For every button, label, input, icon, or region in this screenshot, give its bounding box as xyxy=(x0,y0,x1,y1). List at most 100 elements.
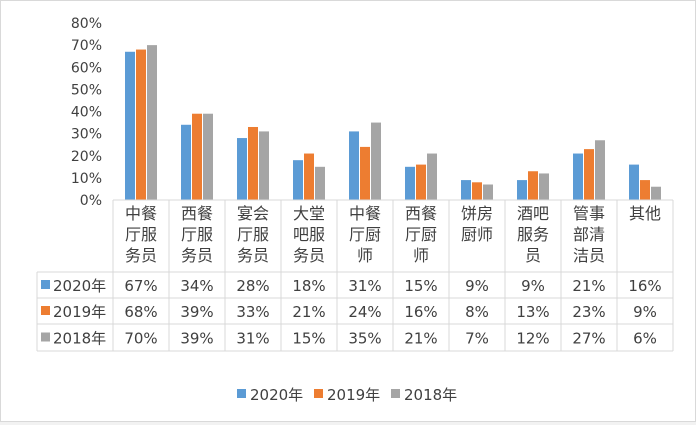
category-label: 厅厨 xyxy=(349,225,381,244)
table-cell-value: 33% xyxy=(236,303,269,321)
category-label: 吧服 xyxy=(293,225,325,244)
y-tick-label: 60% xyxy=(71,60,102,76)
category-label: 宴会 xyxy=(237,204,269,223)
bar-2018年-3 xyxy=(315,166,325,200)
bar-2019年-5 xyxy=(416,164,426,200)
table-cell-value: 34% xyxy=(180,277,213,295)
category-label: 厅服 xyxy=(181,225,213,244)
bar-2018年-6 xyxy=(483,184,493,200)
bar-2019年-4 xyxy=(360,146,370,200)
bar-2020年-0 xyxy=(125,51,135,201)
bar-2020年-3 xyxy=(293,160,303,200)
bar-2020年-5 xyxy=(405,166,415,200)
table-cell-value: 68% xyxy=(124,303,157,321)
category-label: 中餐 xyxy=(125,204,157,223)
y-tick-label: 20% xyxy=(71,149,102,165)
category-label: 饼房 xyxy=(461,204,493,223)
table-cell-value: 9% xyxy=(521,277,545,295)
table-cell-value: 35% xyxy=(348,330,381,348)
category-label: 其他 xyxy=(629,204,661,223)
bar-2018年-0 xyxy=(147,45,157,200)
legend-key-2019年 xyxy=(314,389,323,398)
bar-2019年-3 xyxy=(304,153,314,200)
bar-2018年-1 xyxy=(203,113,213,200)
table-cell-value: 15% xyxy=(404,277,437,295)
category-label: 员 xyxy=(525,246,541,265)
bar-2020年-6 xyxy=(461,180,471,200)
bar-2019年-7 xyxy=(528,171,538,200)
category-label: 师 xyxy=(357,246,373,265)
bar-2019年-6 xyxy=(472,182,482,200)
table-cell-value: 15% xyxy=(292,330,325,348)
bar-2019年-9 xyxy=(640,180,650,200)
table-cell-value: 9% xyxy=(633,303,657,321)
table-cell-value: 21% xyxy=(404,330,437,348)
table-cell-value: 9% xyxy=(465,277,489,295)
bar-2020年-8 xyxy=(573,153,583,200)
legend-label: 2018年 xyxy=(404,386,457,404)
bar-2020年-9 xyxy=(629,164,639,200)
bar-2019年-8 xyxy=(584,149,594,200)
table-cell-value: 23% xyxy=(572,303,605,321)
y-tick-label: 70% xyxy=(71,38,102,54)
category-label: 管事 xyxy=(573,204,605,223)
table-cell-value: 31% xyxy=(348,277,381,295)
table-cell-value: 16% xyxy=(628,277,661,295)
bar-2019年-1 xyxy=(192,113,202,200)
category-label: 务员 xyxy=(181,246,213,265)
y-tick-label: 10% xyxy=(71,171,102,187)
table-cell-value: 28% xyxy=(236,277,269,295)
table-cell-value: 70% xyxy=(124,330,157,348)
table-cell-value: 39% xyxy=(180,330,213,348)
bar-2018年-5 xyxy=(427,153,437,200)
table-cell-value: 67% xyxy=(124,277,157,295)
category-label: 洁员 xyxy=(573,246,605,265)
y-tick-label: 40% xyxy=(71,105,102,121)
table-series-name: 2020年 xyxy=(53,277,106,295)
table-cell-value: 18% xyxy=(292,277,325,295)
table-cell-value: 39% xyxy=(180,303,213,321)
bar-2018年-7 xyxy=(539,173,549,200)
category-label: 务员 xyxy=(237,246,269,265)
bar-2018年-9 xyxy=(651,186,661,200)
table-key-2019年 xyxy=(41,306,50,315)
category-label: 厨师 xyxy=(461,225,493,244)
table-cell-value: 21% xyxy=(572,277,605,295)
bar-2019年-2 xyxy=(248,126,258,200)
legend-key-2018年 xyxy=(391,389,400,398)
bar-2019年-0 xyxy=(136,49,146,200)
category-label: 服务 xyxy=(517,225,549,244)
table-series-name: 2019年 xyxy=(53,303,106,321)
table-key-2020年 xyxy=(41,280,50,289)
bar-2018年-4 xyxy=(371,122,381,200)
table-cell-value: 13% xyxy=(516,303,549,321)
table-cell-value: 7% xyxy=(465,330,489,348)
y-tick-label: 80% xyxy=(71,16,102,32)
bar-2020年-1 xyxy=(181,124,191,200)
category-label: 务员 xyxy=(125,246,157,265)
table-cell-value: 12% xyxy=(516,330,549,348)
bar-2020年-4 xyxy=(349,131,359,200)
y-tick-label: 0% xyxy=(80,193,102,209)
y-tick-label: 50% xyxy=(71,82,102,98)
table-cell-value: 8% xyxy=(465,303,489,321)
table-cell-value: 24% xyxy=(348,303,381,321)
category-label: 中餐 xyxy=(349,204,381,223)
table-cell-value: 31% xyxy=(236,330,269,348)
legend-key-2020年 xyxy=(237,389,246,398)
bar-2020年-7 xyxy=(517,180,527,200)
category-label: 酒吧 xyxy=(517,204,549,223)
category-label: 厅厨 xyxy=(405,225,437,244)
category-label: 西餐 xyxy=(181,204,213,223)
category-label: 师 xyxy=(413,246,429,265)
category-label: 厅服 xyxy=(237,225,269,244)
table-cell-value: 16% xyxy=(404,303,437,321)
bar-2020年-2 xyxy=(237,138,247,200)
table-key-2018年 xyxy=(41,332,50,342)
category-label: 大堂 xyxy=(293,204,325,223)
table-cell-value: 21% xyxy=(292,303,325,321)
category-label: 厅服 xyxy=(125,225,157,244)
category-label: 部清 xyxy=(573,225,605,244)
